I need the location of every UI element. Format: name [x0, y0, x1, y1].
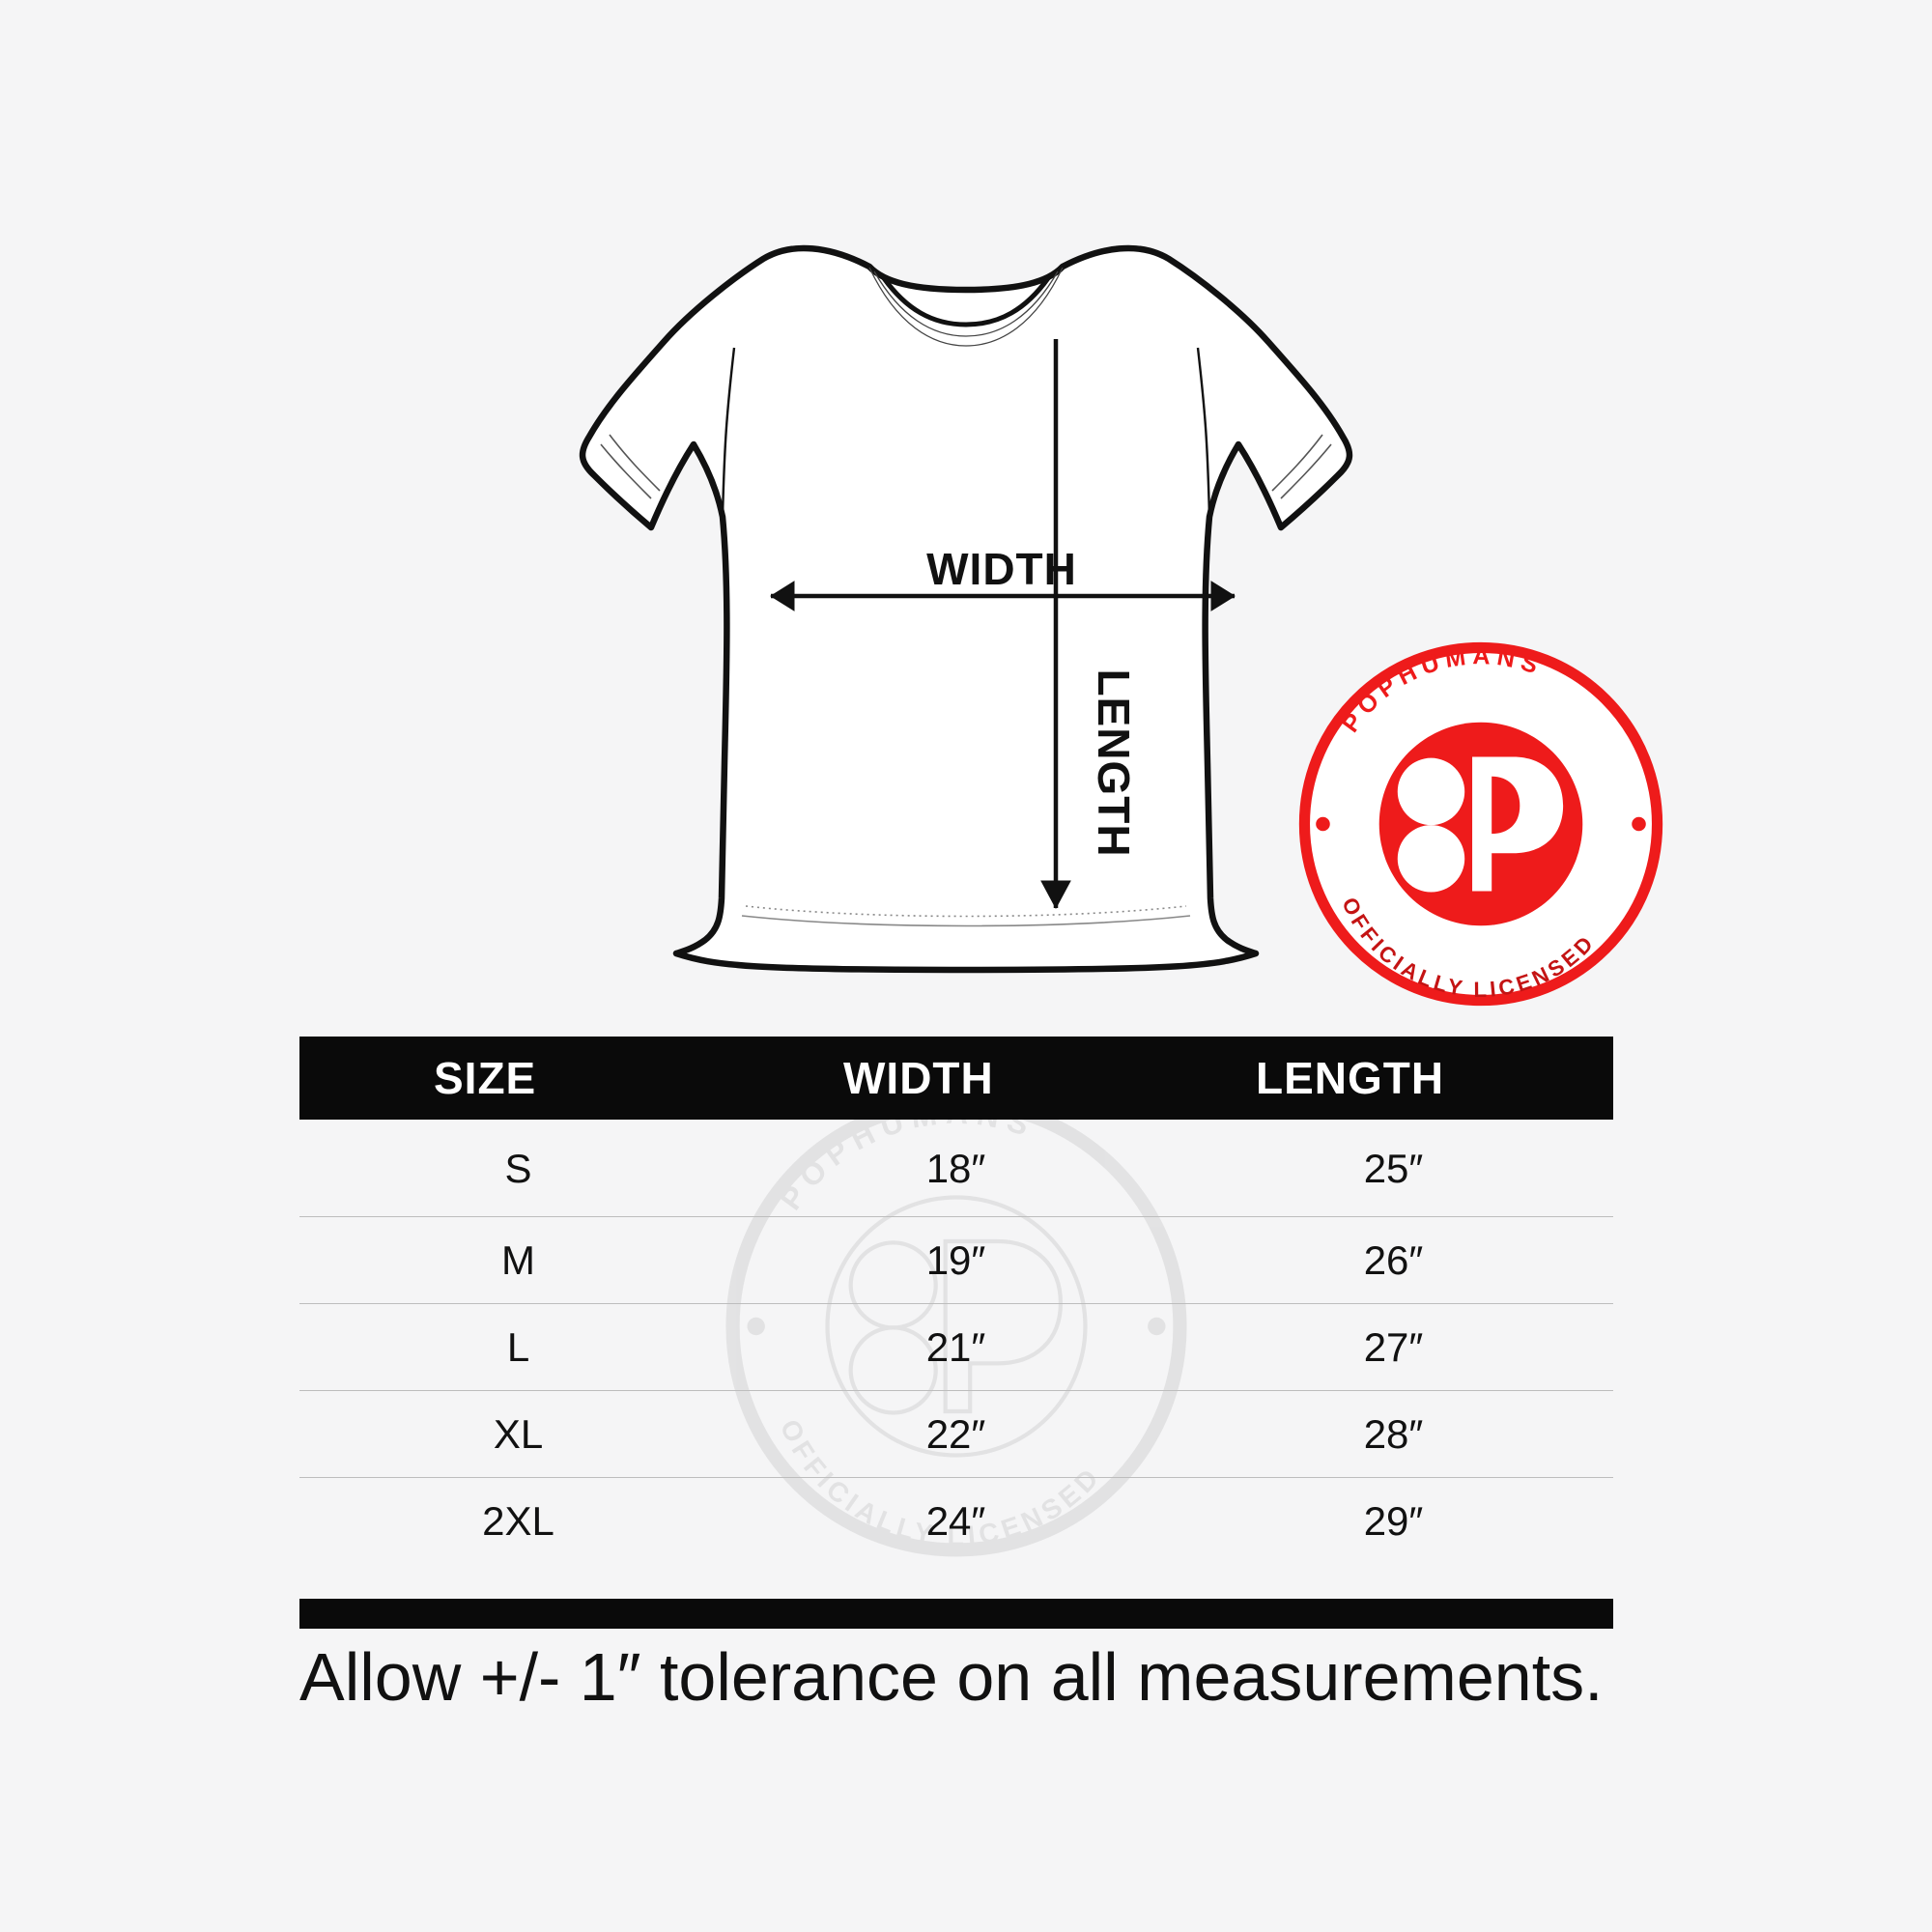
svg-text:WIDTH: WIDTH	[926, 544, 1077, 594]
svg-text:LENGTH: LENGTH	[1089, 668, 1139, 857]
